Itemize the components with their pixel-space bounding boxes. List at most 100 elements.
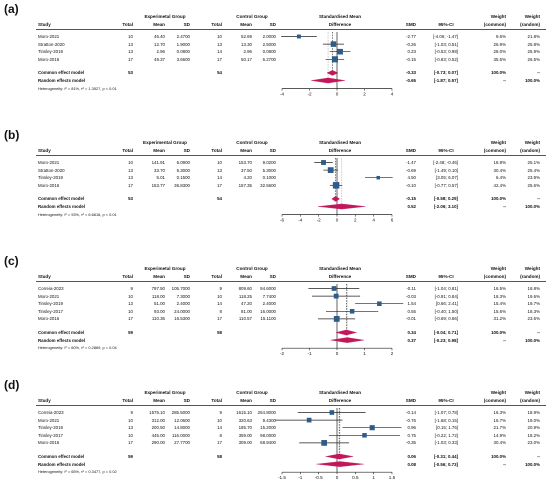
exp-sd: 6.0900 — [176, 160, 190, 165]
study-effect-square — [369, 425, 375, 431]
common-weight-common: 100.0% — [491, 70, 506, 76]
header-rule — [36, 405, 546, 406]
common-effect-label: Common effect model — [38, 70, 85, 76]
x-tick-label: -2 — [307, 92, 312, 97]
exp-sd: 2.4700 — [176, 34, 190, 39]
ctrl-mean-header: Mean — [240, 274, 252, 279]
random-effect-diamond — [316, 461, 364, 467]
x-tick-label: 0.5 — [352, 475, 359, 480]
ci-value: [-0.77; 0.57] — [434, 182, 458, 188]
exp-total: 17 — [128, 440, 133, 446]
exp-mean: 797.50 — [151, 286, 165, 291]
ctrl-sd-header: SD — [269, 148, 276, 153]
ctrl-total: 14 — [217, 175, 222, 181]
study-header: Study — [38, 148, 51, 153]
exp-total: 13 — [128, 425, 133, 431]
smd-value: -0.15 — [405, 56, 416, 62]
random-effects-label: Random effects model — [38, 461, 86, 467]
smd-value: 0.75 — [407, 432, 416, 438]
study-effect-square — [377, 301, 382, 306]
x-tick-label: 0 — [336, 92, 339, 97]
smd-value: 0.23 — [407, 49, 416, 55]
exp-sd: 0.0800 — [176, 49, 190, 55]
weight-common: 31.2% — [493, 316, 506, 322]
forest-plot-graphic: -6 -4 -2 0 2 4 6 — [280, 158, 394, 223]
ctrl-total: 13 — [217, 41, 222, 47]
weight-random-header: Weight — [524, 140, 540, 145]
exp-total-header: Total — [122, 274, 133, 279]
ctrl-total: 10 — [217, 34, 222, 39]
weight-common-header: Weight — [490, 140, 506, 145]
ci-value: [-1.04; 0.81] — [434, 286, 458, 291]
study-effect-square — [331, 56, 338, 63]
exp-total: 13 — [128, 301, 133, 307]
weight-random: 23.9% — [527, 175, 540, 181]
common-ci: [-0.73; 0.07] — [433, 70, 458, 76]
weight-common-header: Weight — [490, 390, 506, 395]
x-tick-label: 1.5 — [389, 475, 396, 480]
random-effect-diamond — [318, 203, 366, 210]
exp-mean: 5.01 — [156, 175, 165, 181]
x-tick-label: 4 — [372, 218, 375, 223]
exp-total: 9 — [130, 286, 133, 291]
forest-plot-graphic: -2 -1 0 1 2 — [280, 284, 404, 356]
weight-common: 15.6% — [493, 308, 506, 314]
random-effect-diamond — [311, 77, 345, 84]
forest-plot-graphic: -4 -2 0 2 4 — [280, 32, 394, 97]
ctrl-sd: 0.0800 — [262, 49, 276, 55]
ctrl-total: 9 — [219, 286, 222, 291]
study-effect-square — [329, 410, 335, 415]
weight-common: 21.7% — [493, 425, 506, 431]
ctrl-total: 17 — [217, 182, 222, 188]
exp-sd: 7.3000 — [176, 293, 190, 299]
weight-random-header: Weight — [524, 390, 540, 395]
exp-total: 17 — [128, 56, 133, 62]
ctrl-sd: 9.4300 — [262, 417, 276, 423]
exp-sd: 0.1500 — [176, 175, 190, 181]
exp-total: 17 — [128, 316, 133, 322]
ci-value: [-0.91; 0.84] — [434, 293, 458, 299]
ctrl-total: 10 — [217, 160, 222, 165]
smd-value: -1.47 — [405, 160, 416, 165]
ctrl-total-header: Total — [211, 398, 222, 403]
heterogeneity-stats: Heterogeneity: I² = 60%, τ² = 0.2869, p … — [38, 345, 117, 351]
study-header: Study — [38, 274, 51, 279]
exp-mean: 153.77 — [151, 182, 165, 188]
ci-value: [-2.48; -0.46] — [433, 160, 458, 165]
ctrl-total: 10 — [217, 293, 222, 299]
forest-plot-panel: (c) Experimetal Group Control Group Standar… — [0, 254, 550, 376]
weight-common: 16.5% — [493, 286, 506, 291]
study-name: Tinsley-2019 — [38, 49, 63, 55]
smd-header-line2: Difference — [328, 398, 352, 403]
study-name: Moro-2016 — [38, 56, 60, 62]
common-exp-total: 59 — [128, 454, 133, 459]
common-effect-diamond — [331, 196, 340, 202]
ctrl-total: 17 — [217, 56, 222, 62]
x-tick-label: 0 — [336, 475, 339, 480]
ctrl-sd: 94.6000 — [260, 286, 276, 291]
exp-sd: 116.0000 — [172, 432, 190, 438]
ctrl-sd: 7.7400 — [262, 293, 276, 299]
exp-sd: 24.0000 — [174, 308, 190, 314]
exp-total: 13 — [128, 175, 133, 181]
random-smd: -0.65 — [405, 78, 416, 83]
smd-header-line1: Standardised Mean — [318, 140, 362, 145]
common-ctrl-total: 58 — [217, 330, 222, 335]
ctrl-total: 8 — [219, 308, 222, 314]
ctrl-sd: 32.5600 — [260, 182, 276, 188]
common-effect-diamond — [326, 70, 339, 76]
ctrl-mean: 52.69 — [241, 34, 252, 39]
exp-mean: 200.50 — [151, 425, 165, 431]
common-effect-label: Common effect model — [38, 330, 85, 335]
x-tick-label: 6 — [391, 218, 394, 223]
ci-col-header: 95%-CI — [438, 22, 454, 27]
ci-value: [-1.68; 0.15] — [434, 417, 458, 423]
ctrl-mean: 13.30 — [241, 41, 252, 47]
ctrl-total: 9 — [219, 410, 222, 415]
ci-col-header: 95%-CI — [438, 274, 454, 279]
weight-random: 25.4% — [527, 167, 540, 173]
random-effect-diamond — [330, 337, 364, 343]
ctrl-sd: 15.2000 — [260, 425, 276, 431]
weight-random-header: Weight — [524, 14, 540, 19]
ctrl-mean: 1615.10 — [236, 410, 252, 415]
